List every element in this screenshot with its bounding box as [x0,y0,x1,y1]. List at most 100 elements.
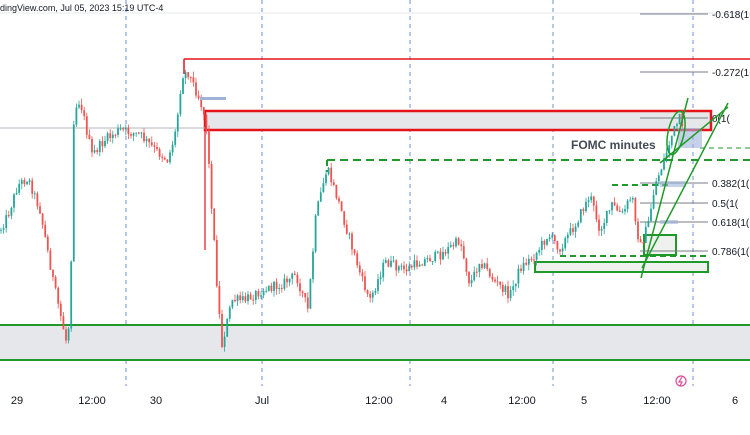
candle-body [512,286,515,291]
candle-body [54,276,57,288]
candle-body [598,219,600,231]
fib-level-label: 0.382(1( [712,179,750,190]
candle-body [663,158,665,170]
candle-body [358,265,361,273]
candle-body [618,210,621,212]
candle-body [59,303,62,317]
candle-body [522,262,525,271]
candle-body [96,150,99,152]
candle-body [647,220,650,227]
candle-body [624,209,626,212]
candle-body [587,200,590,202]
candle-body [535,252,538,260]
candle-body [46,236,49,251]
candle-body [348,233,351,235]
candle-body [65,329,67,341]
candle-body [374,290,377,293]
candle-body [387,260,390,267]
candle-body [590,196,593,201]
candle-body [327,167,330,175]
candle-body [91,138,93,153]
candle-body [538,249,541,253]
candle-body [481,263,483,268]
candle-body [166,159,169,163]
candle-body [88,134,91,139]
candle-body [540,240,543,250]
x-tick-label: 29 [11,395,23,407]
trendline[interactable] [641,102,729,269]
fib-level-label: 0.618(1( [712,218,750,229]
candle-body [296,274,299,284]
candle-body [504,286,507,292]
candle-body [101,141,104,147]
candle-body [299,283,301,292]
candle-body [371,292,374,298]
candle-body [132,133,135,136]
candle-body [189,77,192,79]
candle-body [228,307,231,319]
x-tick-label: 30 [150,395,162,407]
trendline[interactable] [640,97,689,279]
candle-body [379,277,382,279]
candle-body [639,239,642,243]
candle-body [514,283,517,287]
x-tick-label: 12:00 [508,395,536,407]
lightning-icon[interactable] [675,375,687,387]
trendline[interactable] [659,106,729,164]
candle-body [343,211,346,225]
candle-body [533,259,535,261]
candle-body [119,128,122,130]
candle-body [127,127,130,135]
x-tick-label: Jul [255,395,269,407]
x-tick-label: 12:00 [365,395,393,407]
fib-level-label: -0.272(1( [712,68,750,79]
candle-body [80,104,83,111]
candle-body [579,209,582,223]
candle-body [39,206,41,214]
candle-body [494,279,496,282]
candle-body [392,260,395,262]
candle-body [176,114,179,132]
candle-body [616,205,619,211]
candle-body [192,77,195,83]
candle-body [455,238,457,247]
fib-level-label: -0.618(1( [712,10,750,21]
candle-body [660,169,663,176]
candle-body [577,222,580,227]
candle-body [592,196,595,206]
candle-body [106,133,109,141]
candle-body [551,235,554,238]
candle-body [621,211,624,213]
candle-body [556,241,559,250]
candle-body [351,233,353,250]
candle-body [405,269,408,272]
candle-body [345,224,348,234]
candle-body [676,124,678,127]
candle-body [338,198,340,202]
x-tick-label: 4 [441,395,447,407]
candle-body [668,145,671,153]
candle-body [2,228,5,230]
candle-body [260,295,262,297]
candle-body [130,134,132,136]
candle-body [33,193,36,195]
candle-body [301,291,304,294]
candle-body [416,260,418,267]
candle-body [31,180,34,194]
candle-body [78,104,80,108]
support-zone [0,324,750,361]
candle-body [288,278,291,283]
candle-body [611,202,613,211]
candle-body [52,269,54,277]
candle-body [673,126,676,136]
candle-body [145,138,148,142]
candle-body [161,156,164,158]
candle-body [400,265,403,267]
candle-body [236,295,239,302]
support-box [534,261,709,273]
candle-body [382,262,385,278]
candle-body [626,200,629,209]
candle-body [218,286,221,314]
